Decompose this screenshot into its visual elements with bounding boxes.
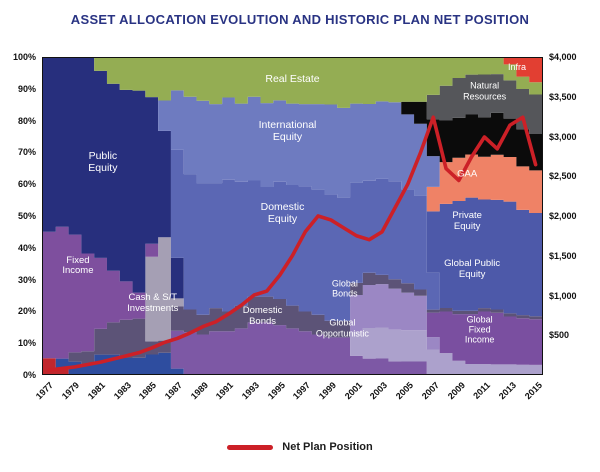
chart-title: ASSET ALLOCATION EVOLUTION AND HISTORIC … — [70, 12, 530, 27]
y-right-tick-$3,500: $3,500 — [549, 91, 577, 102]
y-left-tick-70%: 70% — [17, 147, 36, 158]
x-tick-1995: 1995 — [265, 380, 287, 402]
y-right-tick-$500: $500 — [549, 330, 570, 341]
y-left-tick-100%: 100% — [12, 52, 36, 62]
x-tick-1987: 1987 — [162, 380, 184, 402]
area-global-bonds — [43, 284, 542, 365]
x-tick-2003: 2003 — [368, 380, 390, 402]
net-plan-position-line — [49, 117, 535, 370]
y-left-tick-0%: 0% — [22, 370, 36, 380]
x-tick-1989: 1989 — [188, 380, 210, 402]
x-tick-2011: 2011 — [471, 380, 493, 401]
y-right-tick-$1,500: $1,500 — [549, 250, 577, 261]
net-plan-position-line-swatch — [227, 444, 274, 450]
legend: Net Plan Position — [0, 441, 600, 453]
net-plan-position-legend-label: Net Plan Position — [282, 441, 373, 453]
y-right-tick-$4,000: $4,000 — [549, 52, 577, 62]
y-left-tick-30%: 30% — [17, 274, 36, 285]
x-tick-1981: 1981 — [85, 380, 107, 402]
area-public-equity — [43, 58, 542, 321]
x-axis-years: 1977 1979 1981 1983 1985 1987 1989 1991 1993 1995… — [34, 377, 544, 429]
area-natural-resources — [43, 58, 542, 134]
area-global-fixed-income — [43, 284, 542, 365]
y-right-tick-$2,500: $2,500 — [549, 171, 577, 182]
y-axis-right-dollars: $4,000 $3,500 $3,000 $2,500 $2,000 $1,500 $1,0… — [546, 52, 600, 375]
y-right-tick-$3,000: $3,000 — [549, 131, 577, 142]
y-right-tick-$2,000: $2,000 — [549, 211, 577, 221]
x-tick-1977: 1977 — [34, 380, 56, 402]
area-unlabeled-blue — [43, 352, 542, 374]
x-tick-1983: 1983 — [111, 380, 133, 402]
x-tick-2015: 2015 — [522, 380, 544, 402]
plot-area: Real Estate Infra Natural Resources Internat… — [42, 57, 543, 375]
x-tick-2005: 2005 — [393, 380, 416, 402]
x-tick-2007: 2007 — [419, 380, 441, 402]
area-real-estate — [43, 58, 542, 108]
x-tick-1991: 1991 — [214, 380, 236, 402]
stacked-area-svg — [43, 58, 542, 374]
x-tick-1979: 1979 — [59, 380, 82, 402]
y-left-tick-90%: 90% — [17, 83, 36, 94]
y-axis-left-percent: 100% 90% 80% 70% 60% 50% 40% 30% 20% 10% 0% — [0, 52, 40, 380]
x-tick-2001: 2001 — [342, 380, 364, 402]
y-left-tick-60%: 60% — [17, 179, 36, 190]
area-global-public-equity — [43, 58, 542, 317]
x-tick-2013: 2013 — [496, 380, 518, 402]
y-left-tick-10%: 10% — [17, 338, 36, 349]
x-tick-2009: 2009 — [445, 380, 467, 402]
x-tick-1997: 1997 — [291, 380, 313, 402]
area-global-opportunistic — [43, 322, 542, 374]
area-fixed-income — [43, 226, 542, 359]
y-left-tick-50%: 50% — [17, 211, 36, 221]
y-left-tick-20%: 20% — [17, 306, 36, 317]
area-domestic-bonds — [43, 322, 542, 374]
area-domestic-equity — [43, 58, 542, 321]
x-tick-1993: 1993 — [239, 380, 262, 402]
x-tick-1999: 1999 — [316, 380, 339, 402]
y-right-tick-$1,000: $1,000 — [549, 290, 577, 301]
area-unlabeled-gray — [43, 237, 542, 359]
area-private-equity — [43, 58, 542, 213]
y-left-tick-40%: 40% — [17, 242, 36, 253]
x-tick-1985: 1985 — [137, 380, 159, 402]
y-left-tick-80%: 80% — [17, 115, 36, 126]
